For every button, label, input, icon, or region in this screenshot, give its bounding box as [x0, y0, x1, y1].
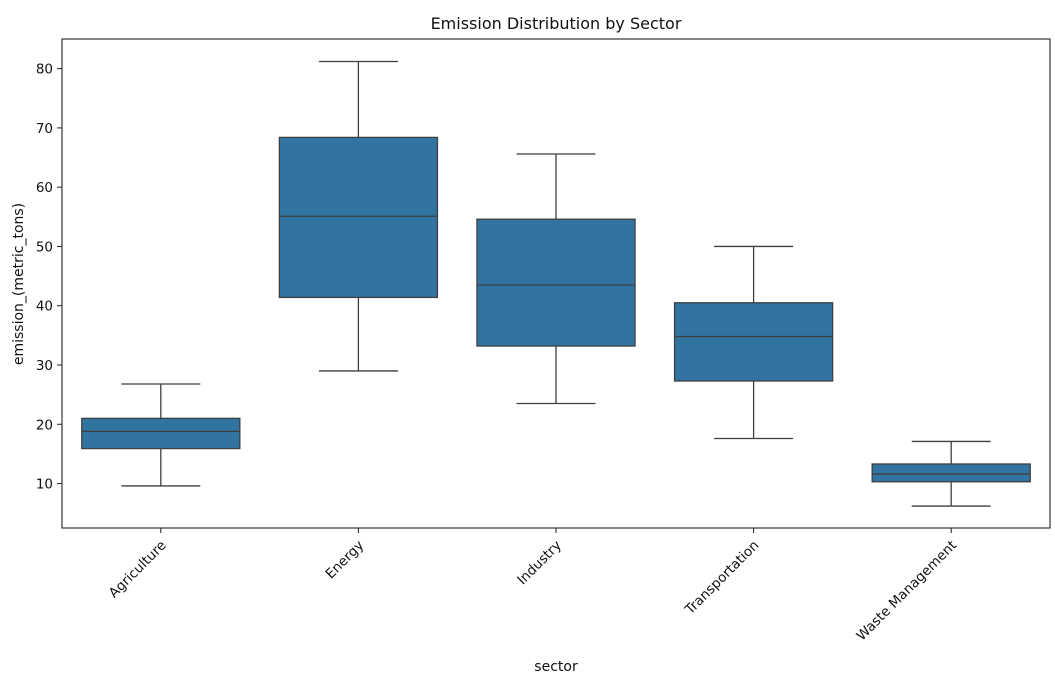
y-tick-label: 20 — [36, 417, 53, 433]
x-tick-label: Energy — [322, 538, 367, 583]
box — [278, 136, 439, 299]
x-tick-label: Agriculture — [106, 538, 170, 602]
plot-area — [81, 60, 1031, 507]
y-tick-label: 70 — [36, 121, 53, 137]
y-tick-label: 80 — [36, 62, 53, 78]
chart-title: Emission Distribution by Sector — [431, 14, 682, 33]
box-group-agriculture — [81, 383, 241, 487]
x-tick-label: Waste Management — [854, 538, 961, 645]
box — [476, 218, 636, 347]
x-tick-label: Transportation — [681, 538, 762, 619]
box-group-industry — [476, 153, 636, 405]
y-tick-label: 10 — [36, 477, 53, 493]
y-axis-label: emission_(metric_tons) — [11, 203, 27, 365]
x-tick-label: Industry — [514, 538, 565, 589]
y-tick-label: 60 — [36, 180, 53, 196]
box — [81, 417, 241, 450]
box-group-transportation — [673, 245, 834, 440]
box-group-energy — [278, 60, 439, 372]
x-axis-label: sector — [534, 659, 578, 675]
y-tick-label: 50 — [36, 239, 53, 255]
box — [871, 463, 1031, 483]
y-tick-label: 30 — [36, 358, 53, 374]
y-tick-label: 40 — [36, 299, 53, 315]
box-group-waste-management — [871, 440, 1031, 507]
box — [673, 302, 834, 382]
